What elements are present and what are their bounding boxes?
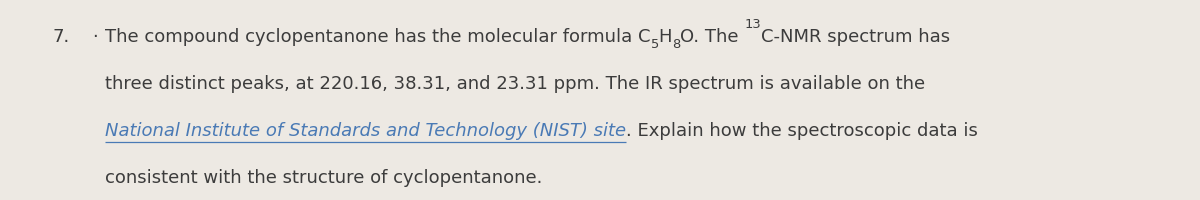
Text: ·: · <box>92 28 97 46</box>
Text: consistent with the structure of cyclopentanone.: consistent with the structure of cyclope… <box>106 169 542 187</box>
Text: . Explain how the spectroscopic data is: . Explain how the spectroscopic data is <box>626 122 978 140</box>
Text: 7.: 7. <box>52 28 70 46</box>
Text: National Institute of Standards and Technology (NIST) site: National Institute of Standards and Tech… <box>106 122 626 140</box>
Text: C-NMR spectrum has: C-NMR spectrum has <box>761 28 950 46</box>
Text: H: H <box>659 28 672 46</box>
Text: 13: 13 <box>745 18 761 31</box>
Text: O. The: O. The <box>680 28 745 46</box>
Text: The compound cyclopentanone has the molecular formula C: The compound cyclopentanone has the mole… <box>106 28 650 46</box>
Text: 5: 5 <box>650 38 659 51</box>
Text: three distinct peaks, at 220.16, 38.31, and 23.31 ppm. The IR spectrum is availa: three distinct peaks, at 220.16, 38.31, … <box>106 75 925 93</box>
Text: 8: 8 <box>672 38 680 51</box>
